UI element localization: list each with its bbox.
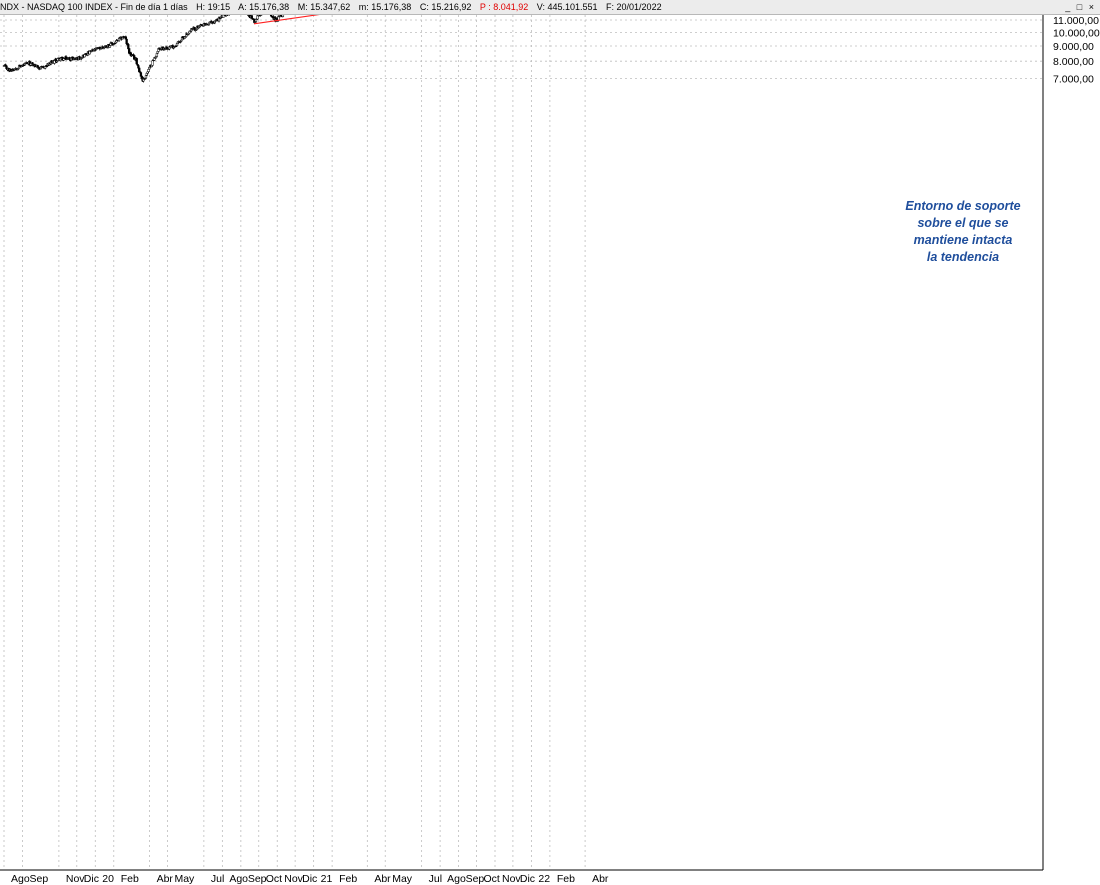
x-tick-label: Oct xyxy=(266,873,282,885)
y-tick-label: 8.000,00 xyxy=(1053,56,1094,68)
x-tick-label: Dic xyxy=(520,873,535,885)
candle-body xyxy=(156,51,159,54)
x-tick-label: Abr xyxy=(157,873,174,885)
x-tick-label: 22 xyxy=(538,873,550,885)
candle-body xyxy=(180,39,183,42)
y-tick-label: 12.000,00 xyxy=(1053,15,1100,16)
x-tick-label: Jul xyxy=(211,873,224,885)
x-tick-label: Dic xyxy=(84,873,99,885)
low-label: m: 15.176,38 xyxy=(358,2,412,12)
candle-body xyxy=(139,72,143,77)
x-tick-label: Sep xyxy=(248,873,267,885)
x-tick-label: Feb xyxy=(121,873,139,885)
candle-body xyxy=(198,26,201,28)
x-tick-label: 20 xyxy=(102,873,114,885)
candle-body xyxy=(144,75,148,79)
hour-label: H: 19:15 xyxy=(196,2,231,12)
outer-channel-line xyxy=(253,15,320,25)
x-tick-label: Ago xyxy=(11,873,30,885)
annotation-line-3: mantiene intacta xyxy=(913,233,1013,247)
y-axis: 7.000,00 8.000,00 9.000,00 10.000,0011.000,… xyxy=(1042,15,1100,870)
y-tick-label: 10.000,00 xyxy=(1053,27,1100,39)
annotation-line-1: Entorno de soporte xyxy=(905,199,1021,213)
candlestick-series xyxy=(2,15,285,83)
window-controls[interactable]: _ □ × xyxy=(1065,2,1096,12)
candle-body xyxy=(127,44,130,50)
x-tick-label: Ago xyxy=(447,873,466,885)
volume-label: V: 445.101.551 xyxy=(536,2,598,12)
annotation-line-2: sobre el que se xyxy=(917,216,1009,230)
x-tick-label: 21 xyxy=(321,873,333,885)
candle-body xyxy=(222,15,225,18)
x-tick-label: Jul xyxy=(429,873,442,885)
close-label: C: 15.216,92 xyxy=(419,2,472,12)
candle-body xyxy=(92,50,96,52)
price-chart[interactable]: 7.000,00 8.000,00 9.000,00 10.000,0011.000,… xyxy=(0,15,1100,885)
support-annotation: Entorno de soporte sobre el que se manti… xyxy=(892,198,1034,266)
date-label: F: 20/01/2022 xyxy=(606,2,662,12)
x-tick-label: Nov xyxy=(502,873,521,885)
x-tick-label: Dic xyxy=(302,873,317,885)
open-label: A: 15.176,38 xyxy=(238,2,290,12)
candle-body xyxy=(155,53,159,57)
x-tick-label: Nov xyxy=(66,873,85,885)
x-tick-label: Oct xyxy=(484,873,500,885)
candle-body xyxy=(147,69,150,72)
x-tick-label: Nov xyxy=(284,873,303,885)
candle-body xyxy=(135,58,138,65)
symbol-label: NDX - NASDAQ 100 INDEX - Fin de día 1 dí… xyxy=(0,2,188,12)
x-tick-label: Feb xyxy=(339,873,357,885)
p-label: P : 8.041,92 xyxy=(479,2,529,12)
x-tick-label: Sep xyxy=(466,873,485,885)
y-tick-label: 11.000,00 xyxy=(1053,15,1099,27)
candle-body xyxy=(281,15,285,17)
x-tick-label: Feb xyxy=(557,873,575,885)
x-tick-label: May xyxy=(392,873,413,885)
candle-body xyxy=(125,38,128,45)
high-label: M: 15.347,62 xyxy=(297,2,351,12)
y-tick-label: 7.000,00 xyxy=(1053,73,1094,85)
annotation-line-4: la tendencia xyxy=(926,250,1000,264)
title-bar: NDX - NASDAQ 100 INDEX - Fin de día 1 dí… xyxy=(0,0,1100,15)
x-tick-label: May xyxy=(174,873,195,885)
x-tick-label: Abr xyxy=(374,873,391,885)
candle-body xyxy=(259,15,263,16)
x-tick-label: Ago xyxy=(229,873,248,885)
candle-body xyxy=(80,57,84,59)
grid-lines xyxy=(0,15,1043,870)
x-tick-label: Sep xyxy=(29,873,48,885)
x-axis: Ago Sep Nov Dic 20 Feb Abr May Jul Ago Sep Oct Nov Di… xyxy=(0,869,1043,885)
x-tick-label: Abr xyxy=(592,873,609,885)
y-tick-label: 9.000,00 xyxy=(1053,41,1094,53)
trend-lines xyxy=(253,15,320,25)
